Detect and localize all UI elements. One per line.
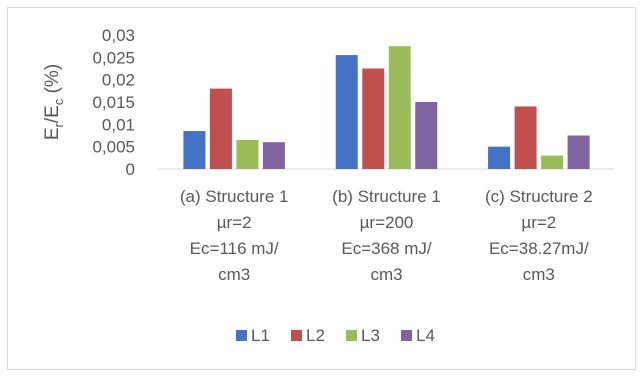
bar-l2-3 [514, 106, 537, 169]
bars [183, 46, 590, 169]
category-label: (b) Structure 1 [332, 187, 441, 206]
y-axis-ticks: 0 0,005 0,01 0,015 0,02 0,025 0,03 [92, 26, 135, 179]
category-label: cm3 [523, 265, 555, 284]
y-tick-label: 0,02 [102, 71, 135, 90]
bar-l4-2 [415, 102, 438, 169]
category-label: cm3 [218, 265, 250, 284]
legend-swatch-l1 [236, 330, 247, 341]
category-label: (a) Structure 1 [180, 187, 289, 206]
bar-l2-2 [362, 68, 385, 169]
bar-l3-3 [541, 155, 564, 169]
y-tick-label: 0,03 [102, 26, 135, 45]
legend: L1 L2 L3 L4 [236, 326, 435, 345]
bar-l4-3 [567, 135, 590, 169]
bar-l2-1 [209, 88, 232, 169]
category-label: Ec=116 mJ/ [190, 239, 279, 258]
legend-swatch-l2 [291, 330, 302, 341]
y-axis-label: Er/Ec (%) [42, 64, 66, 140]
category-label: Ec=38.27mJ/ [489, 239, 589, 258]
bar-l1-3 [488, 146, 511, 169]
legend-label-l1: L1 [251, 326, 270, 345]
category-label: µr=2 [521, 213, 556, 232]
bar-l3-1 [236, 139, 259, 169]
category-label: (c) Structure 2 [485, 187, 593, 206]
bar-chart: Er/Ec (%) 0 0,005 0,01 0,015 0,02 0,025 0,03 (… [42, 26, 615, 345]
category-label: µr=200 [360, 213, 414, 232]
legend-swatch-l3 [346, 330, 357, 341]
category-label: cm3 [370, 265, 402, 284]
bar-l4-1 [262, 142, 285, 169]
y-tick-label: 0,015 [92, 93, 135, 112]
legend-label-l4: L4 [416, 326, 435, 345]
chart-frame: Er/Ec (%) 0 0,005 0,01 0,015 0,02 0,025 0,03 (… [7, 7, 636, 370]
y-tick-label: 0,005 [92, 138, 135, 157]
y-tick-label: 0 [126, 160, 135, 179]
bar-l3-2 [388, 46, 411, 169]
category-label: Ec=368 mJ/ [341, 239, 432, 258]
y-tick-label: 0,01 [102, 115, 135, 134]
legend-label-l2: L2 [306, 326, 325, 345]
category-labels: (a) Structure 1 µr=2 Ec=116 mJ/cm3 (b) Stru… [180, 187, 593, 284]
legend-label-l3: L3 [361, 326, 380, 345]
category-label: µr=2 [217, 213, 252, 232]
y-tick-label: 0,025 [92, 48, 135, 67]
y-axis-title: Er/Ec (%) [42, 64, 66, 140]
legend-swatch-l4 [401, 330, 412, 341]
bar-l1-1 [183, 131, 206, 169]
bar-l1-2 [335, 55, 358, 169]
